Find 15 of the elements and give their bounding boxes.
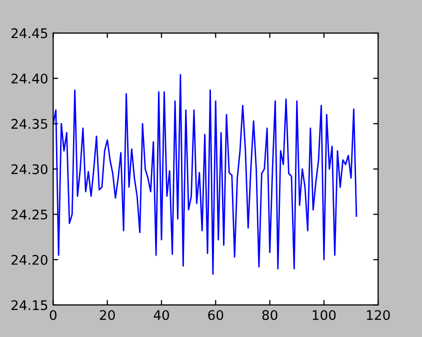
line-series [53,74,358,275]
x-tick-label: 60 [208,310,224,320]
y-tick-label: 24.45 [12,28,48,38]
y-tick-label: 24.20 [12,254,48,265]
y-tick-label: 24.30 [12,164,48,174]
y-tick-label: 24.15 [12,300,48,310]
y-tick-label: 24.40 [12,74,48,84]
x-tick-label: 120 [366,310,390,320]
x-tick-label: 40 [154,310,170,320]
x-tick-label: 80 [262,310,278,320]
x-tick-label: 20 [100,310,115,320]
x-tick-label: 0 [50,310,56,320]
y-tick-label: 24.25 [12,210,48,220]
x-tick-label: 100 [312,310,336,320]
y-tick-label: 24.35 [12,118,48,129]
